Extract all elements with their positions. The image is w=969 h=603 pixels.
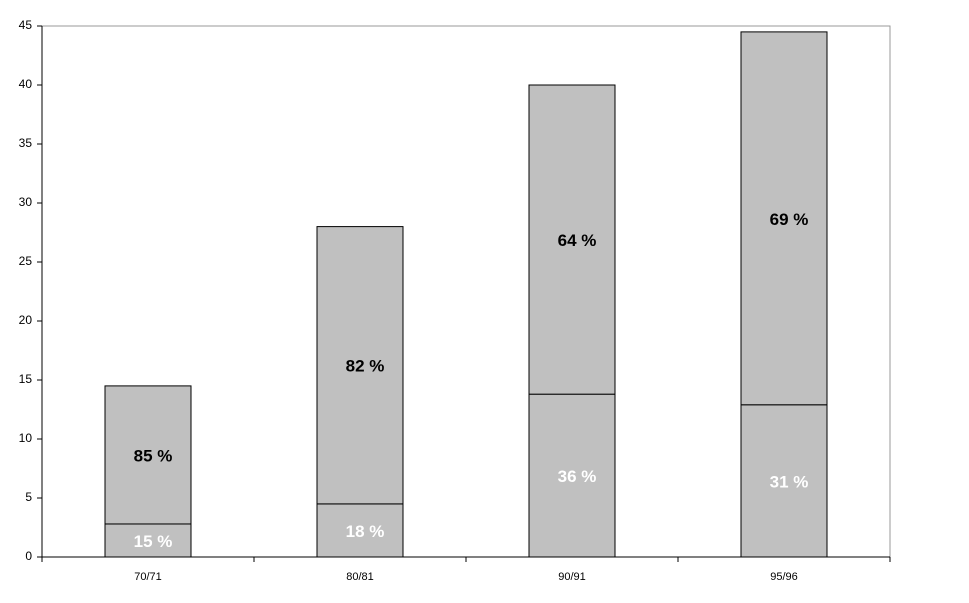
segment-label: 82 % (346, 357, 385, 376)
y-tick-label: 5 (25, 490, 32, 504)
segment-label: 69 % (770, 210, 809, 229)
y-tick-label: 25 (19, 254, 33, 268)
segment-label: 36 % (558, 467, 597, 486)
bar-segment (104, 385, 192, 525)
segment-label: 15 % (134, 532, 173, 551)
y-tick-label: 40 (19, 77, 33, 91)
x-tick-label: 70/71 (134, 571, 162, 583)
y-tick-label: 10 (19, 431, 33, 445)
segment-label: 18 % (346, 522, 385, 541)
segment-label: 64 % (558, 231, 597, 250)
bar-segment (740, 404, 828, 558)
y-tick-label: 20 (19, 313, 33, 327)
bar-segment (528, 393, 616, 558)
segment-label: 85 % (134, 446, 173, 465)
x-tick-label: 90/91 (558, 571, 586, 583)
y-tick-label: 0 (25, 549, 32, 563)
y-tick-label: 30 (19, 195, 33, 209)
x-tick-label: 80/81 (346, 571, 374, 583)
bar-segment (740, 31, 828, 406)
bar-segment (316, 503, 404, 558)
y-tick-label: 15 (19, 372, 33, 386)
segment-label: 31 % (770, 472, 809, 491)
y-tick-label: 45 (19, 18, 33, 32)
bar-segment (528, 84, 616, 395)
bar-segment (104, 523, 192, 558)
x-tick-label: 95/96 (770, 571, 798, 583)
bar-segment (316, 226, 404, 505)
y-tick-label: 35 (19, 136, 33, 150)
